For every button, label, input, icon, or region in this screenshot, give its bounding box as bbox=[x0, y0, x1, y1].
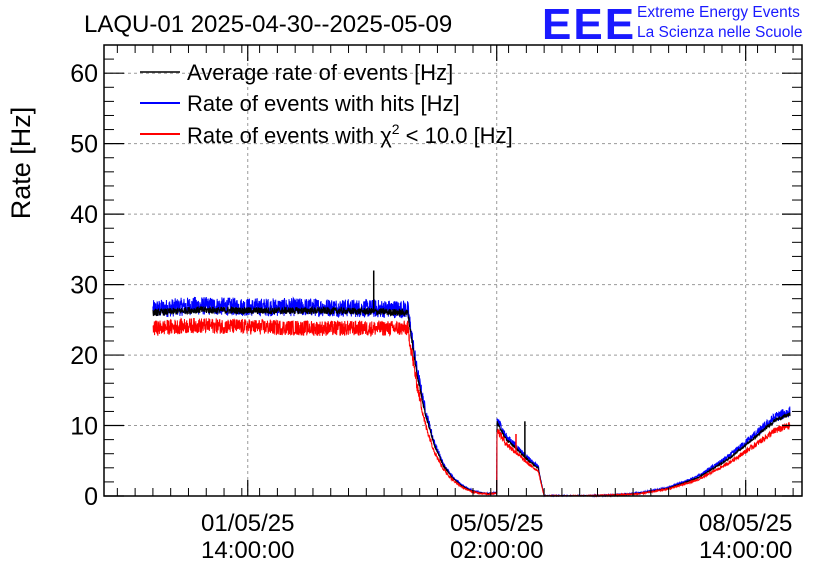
y-tick-label: 10 bbox=[70, 413, 98, 441]
org-name-line1: Extreme Energy Events bbox=[637, 4, 800, 21]
x-tick-label-date: 08/05/25 bbox=[699, 510, 792, 537]
plot-frame bbox=[103, 44, 803, 497]
x-tick-label-date: 01/05/25 bbox=[201, 510, 294, 537]
y-tick-label: 60 bbox=[70, 60, 98, 88]
legend: Average rate of events [Hz] Rate of even… bbox=[140, 60, 513, 148]
org-name-line2: La Scienza nelle Scuole bbox=[637, 24, 803, 41]
series-layer bbox=[152, 270, 791, 498]
x-tick-label-time: 14:00:00 bbox=[699, 537, 792, 564]
legend-label-hits: Rate of events with hits [Hz] bbox=[187, 91, 460, 116]
legend-label-chi2: Rate of events with χ2 < 10.0 [Hz] bbox=[187, 121, 513, 148]
x-tick-label-time: 02:00:00 bbox=[450, 537, 543, 564]
y-tick-label: 0 bbox=[84, 483, 98, 511]
eee-logo: EEE bbox=[542, 2, 634, 42]
x-tick-label-time: 14:00:00 bbox=[201, 537, 294, 564]
y-tick-label: 40 bbox=[70, 201, 98, 229]
x-tick-label-date: 05/05/25 bbox=[450, 510, 543, 537]
eee-logo-text: EEE bbox=[542, 2, 634, 42]
chart-title: LAQU-01 2025-04-30--2025-05-09 bbox=[84, 11, 452, 38]
series-line bbox=[152, 317, 791, 498]
legend-label-average: Average rate of events [Hz] bbox=[187, 60, 453, 85]
y-tick-label: 50 bbox=[70, 131, 98, 159]
y-tick-label: 20 bbox=[70, 342, 98, 370]
grid-lines bbox=[104, 45, 802, 496]
y-axis-label: Rate [Hz] bbox=[6, 107, 36, 220]
axes: 010203040506001/05/2514:00:0005/05/2502:… bbox=[70, 44, 803, 564]
y-tick-label: 30 bbox=[70, 272, 98, 300]
series-line bbox=[152, 305, 791, 498]
